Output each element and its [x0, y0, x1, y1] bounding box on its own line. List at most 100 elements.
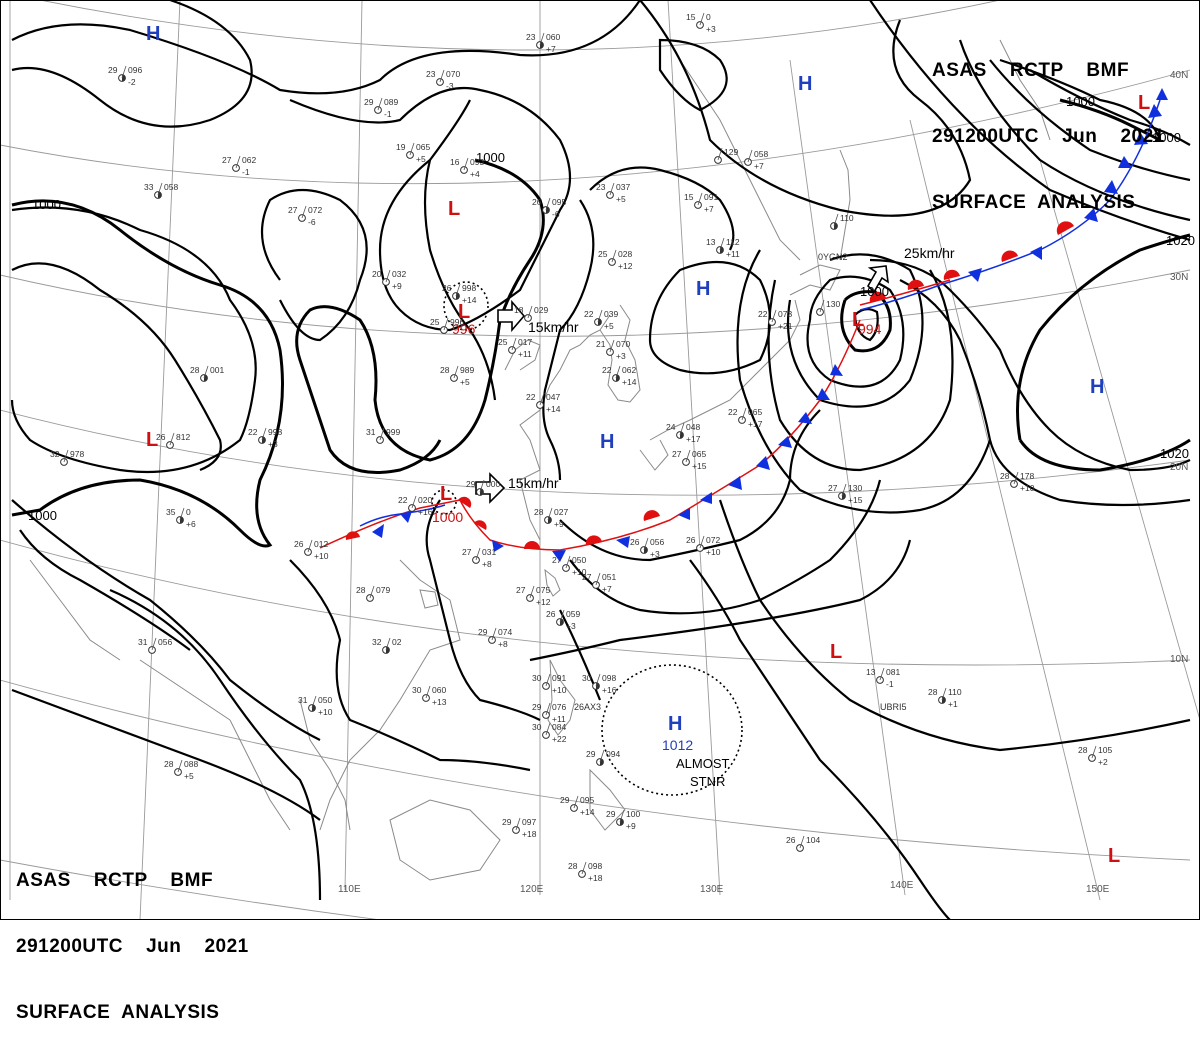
longitude-label: 110E: [338, 884, 361, 895]
warm-front-bump: [1056, 221, 1074, 235]
isobar: [718, 499, 1191, 752]
station-pressure: 070: [616, 339, 630, 349]
cold-front-tooth: [1030, 246, 1042, 260]
station-tendency: +3: [650, 549, 660, 559]
station-tendency: +11: [552, 714, 566, 724]
station-pressure: 029: [534, 305, 548, 315]
station-temperature: 23: [596, 182, 606, 192]
station-temperature: 21: [596, 339, 606, 349]
station-tendency: +10: [318, 707, 333, 717]
isobar: [260, 189, 368, 342]
station-pressure: 079: [376, 585, 390, 595]
station-tendency: +1: [948, 699, 958, 709]
station-pressure: 075: [536, 585, 550, 595]
wind-barb-icon: [609, 339, 615, 353]
wind-barb-icon: [369, 585, 375, 599]
station-tendency: +14: [462, 295, 477, 305]
isobar: [11, 0, 641, 95]
station-temperature: 22: [728, 407, 738, 417]
warm-front-bump: [345, 531, 360, 540]
station-temperature: 28: [164, 759, 174, 769]
longitude-labels: 110E 120E 130E 140E 150E: [338, 880, 1110, 895]
station-tendency: +17: [748, 419, 763, 429]
station-pressure: 059: [566, 609, 580, 619]
wind-barb-icon: [545, 722, 551, 736]
wind-barb-icon: [443, 317, 449, 331]
bay-of-bengal: [139, 659, 231, 721]
station-temperature: 18: [514, 305, 524, 315]
central-pressure: 994: [858, 321, 882, 337]
station-temperature: 28: [534, 507, 544, 517]
isobar-label: 1000: [476, 150, 505, 165]
hokkaido: [789, 264, 841, 296]
wind-barb-icon: [719, 237, 725, 251]
isobar-1020: [1016, 233, 1191, 441]
station-temperature: 29: [466, 479, 476, 489]
wind-barb-icon: [539, 32, 545, 46]
cold-front-tooth: [1148, 104, 1162, 118]
wind-barb-icon: [717, 147, 723, 161]
wind-barb-icon: [799, 835, 805, 849]
station-temperature: 27: [672, 449, 682, 459]
station-pressure: 093: [470, 157, 484, 167]
station-pressure: 129: [724, 147, 738, 157]
station-temperature: 15: [686, 12, 696, 22]
cold-front-tooth: [616, 536, 630, 548]
weather-map: 29 096 -2 29 089 -1 27 062 -1 33 058 27 072 -6 23 070 -3…: [0, 0, 1200, 920]
cold-front-tooth: [756, 456, 770, 470]
cold-front-tooth: [968, 268, 982, 282]
station-tendency: +14: [546, 404, 561, 414]
isobar: [289, 86, 571, 332]
station-temperature: 22: [248, 427, 258, 437]
wind-barb-icon: [491, 627, 497, 641]
parallel-30n: [0, 269, 1191, 337]
cold-front-tooth: [1134, 132, 1148, 145]
station-pressure: 091: [704, 192, 718, 202]
station-pressure: 065: [416, 142, 430, 152]
station-temperature: 26: [532, 197, 542, 207]
latitude-label: 30N: [1170, 272, 1188, 283]
station-temperature: 27: [582, 572, 592, 582]
wind-barb-icon: [463, 157, 469, 171]
wind-barb-icon: [599, 749, 605, 763]
pressure-systems: H H H H H H L L L L L L L L: [146, 23, 1150, 867]
isobar: [542, 199, 595, 481]
station-pressure: 089: [384, 97, 398, 107]
cold-front-symbols: [372, 88, 1168, 562]
station-temperature: 29: [502, 817, 512, 827]
station-tendency: +3: [616, 351, 626, 361]
isobar: [869, 0, 1191, 242]
station-tendency: +13: [432, 697, 447, 707]
station-tendency: +10: [1020, 483, 1035, 493]
longitude-label: 150E: [1086, 884, 1110, 895]
station-temperature: 24: [666, 422, 676, 432]
meridian-110e: [344, 0, 363, 891]
hainan: [419, 589, 439, 609]
cold-front-tooth: [372, 524, 384, 538]
low-pressure-center: L: [852, 309, 864, 331]
low-pressure-center: L: [440, 483, 452, 505]
station-temperature: 25: [430, 317, 440, 327]
station-tendency: +14: [580, 807, 595, 817]
station-tendency: +2: [1098, 757, 1108, 767]
station-pressure: 0: [706, 12, 711, 22]
station-temperature: 13: [706, 237, 716, 247]
station-pressure: 017: [518, 337, 532, 347]
station-pressure: 097: [522, 817, 536, 827]
wind-barb-icon: [203, 365, 209, 379]
isobar-1000: [11, 199, 284, 548]
station-temperature: 20: [372, 269, 382, 279]
station-tendency: +6: [186, 519, 196, 529]
isobar: [559, 409, 821, 562]
station-pressure: 000: [486, 479, 500, 489]
low-outline: [431, 489, 457, 515]
luzon: [547, 659, 576, 736]
cold-front-tooth: [830, 364, 843, 376]
station-temperature: 22: [758, 309, 768, 319]
parallel-0n: [0, 679, 1191, 861]
japan-honshu: [649, 299, 801, 441]
central-pressure: 996: [452, 321, 476, 337]
station-temperature: 16: [450, 157, 460, 167]
station-tendency: -1: [886, 679, 894, 689]
longitude-label: 140E: [890, 880, 914, 891]
